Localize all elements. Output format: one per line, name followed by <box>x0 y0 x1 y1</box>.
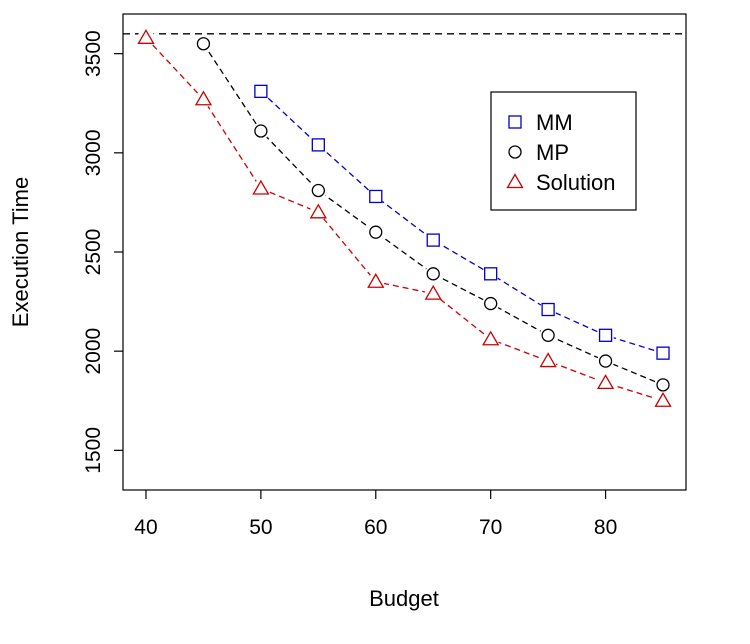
data-point-mm <box>541 302 555 317</box>
data-point-mp <box>196 37 211 51</box>
marker-knockout <box>309 203 327 221</box>
x-tick-label: 40 <box>134 516 157 539</box>
marker-knockout <box>597 326 615 344</box>
series-mm <box>252 82 672 362</box>
data-point-mm <box>369 189 383 204</box>
plot-frame <box>122 13 687 491</box>
x-axis-label: Budget <box>369 586 439 611</box>
legend-box <box>490 91 637 211</box>
legend-label-mm: MM <box>536 110 573 135</box>
legend-item-mp: MP <box>508 140 569 165</box>
data-point-mp <box>426 267 440 281</box>
y-tick-label: 1500 <box>82 427 105 474</box>
series-mp <box>194 35 672 394</box>
legend-item-solution: Solution <box>506 170 616 195</box>
marker-knockout <box>137 29 155 47</box>
y-tick-label: 3000 <box>82 129 105 176</box>
marker-knockout <box>252 180 270 198</box>
marker-knockout <box>424 231 442 249</box>
data-point-mm <box>254 84 268 98</box>
y-axis: 1500 2000 2500 3000 3500 <box>82 30 123 474</box>
marker-knockout <box>654 344 672 362</box>
data-point-mm <box>311 138 325 152</box>
data-point-mm <box>484 267 498 281</box>
data-point-solution <box>309 203 327 219</box>
x-axis: 40 50 60 70 80 <box>134 490 617 539</box>
data-point-solution <box>367 272 385 288</box>
data-point-mp <box>656 378 670 392</box>
marker-knockout <box>309 136 327 154</box>
marker-knockout <box>367 273 385 291</box>
data-point-mp <box>254 124 268 138</box>
marker-knockout <box>252 82 270 100</box>
series-solution <box>137 28 672 410</box>
marker-knockout <box>194 90 212 108</box>
series-line-mp <box>202 43 664 386</box>
data-point-solution <box>596 374 615 390</box>
data-point-mp <box>484 296 498 311</box>
marker-knockout <box>654 392 672 410</box>
data-point-solution <box>137 28 155 44</box>
y-axis-label: Execution Time <box>8 177 33 327</box>
data-point-mm <box>426 233 440 247</box>
x-tick-label: 50 <box>249 516 272 539</box>
data-point-solution <box>252 179 270 195</box>
marker-knockout <box>539 301 557 319</box>
y-tick-label: 2000 <box>82 328 105 375</box>
data-point-mp <box>311 183 325 198</box>
legend-marker-mm <box>508 115 522 129</box>
marker-knockout <box>482 265 500 283</box>
data-point-solution <box>539 352 557 368</box>
marker-knockout <box>424 285 442 303</box>
legend-label-solution: Solution <box>536 170 616 195</box>
data-point-mm <box>656 346 670 360</box>
series-line-mm <box>260 90 664 354</box>
data-point-solution <box>424 284 442 300</box>
marker-knockout <box>367 187 385 205</box>
data-point-mp <box>598 354 613 368</box>
series-layer <box>137 28 672 410</box>
data-point-mp <box>369 225 383 239</box>
y-tick-label: 2500 <box>82 229 105 276</box>
legend-item-mm: MM <box>508 110 573 135</box>
data-point-mp <box>541 328 555 342</box>
y-tick-label: 3500 <box>82 30 105 77</box>
data-point-solution <box>654 391 672 407</box>
legend-marker-solution <box>506 173 524 189</box>
data-point-mm <box>598 328 613 342</box>
marker-knockout <box>597 374 615 392</box>
legend-marker-mp <box>508 145 522 159</box>
data-point-solution <box>482 330 500 346</box>
data-point-solution <box>194 90 213 106</box>
marker-knockout <box>539 352 557 370</box>
x-tick-label: 80 <box>594 516 617 539</box>
legend-label-mp: MP <box>536 140 569 165</box>
x-tick-label: 70 <box>479 516 502 539</box>
legend: MM MP Solution <box>490 91 637 211</box>
x-tick-label: 60 <box>364 516 387 539</box>
marker-knockout <box>482 330 500 348</box>
series-line-solution <box>145 37 664 402</box>
